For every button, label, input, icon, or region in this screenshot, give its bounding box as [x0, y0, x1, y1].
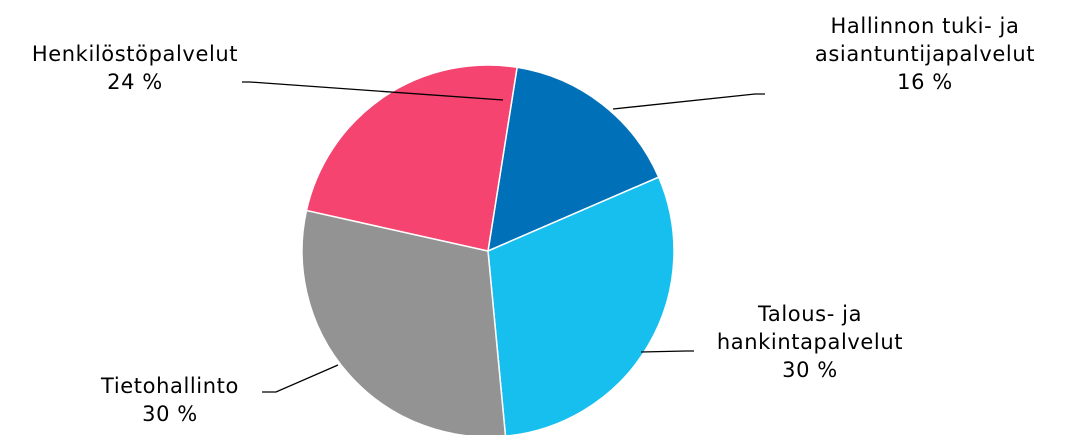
leader-line: [262, 364, 339, 393]
slice-label-line: Henkilöstöpalvelut: [31, 42, 239, 66]
pie-slice: [487, 176, 675, 435]
slice-label-tietohallinto: Tietohallinto 30 %: [80, 372, 260, 428]
slice-value-label: 24 %: [107, 70, 163, 94]
leader-lines: [242, 81, 765, 393]
leader-line: [640, 350, 694, 353]
leader-line: [242, 81, 504, 101]
slice-value-label: 30 %: [782, 358, 838, 382]
slice-label-henkilostopalvelut: Henkilöstöpalvelut 24 %: [4, 40, 266, 96]
slice-label-hallinnon-tuki: Hallinnon tuki- ja asiantuntijapalvelut …: [790, 12, 1060, 96]
slice-value-label: 16 %: [897, 70, 953, 94]
pie-slice: [301, 209, 507, 435]
pie-slice: [305, 64, 518, 252]
pie-slice: [487, 66, 660, 253]
slice-value-label: 30 %: [142, 402, 198, 426]
leader-line: [612, 93, 765, 110]
slice-label-line: hankintapalvelut: [716, 330, 904, 354]
slice-label-line: Hallinnon tuki- ja: [830, 14, 1020, 38]
slices-layer: [301, 64, 675, 435]
slice-label-line: Talous- ja: [757, 302, 863, 326]
slice-label-talous: Talous- ja hankintapalvelut 30 %: [690, 300, 930, 384]
slice-label-line: asiantuntijapalvelut: [814, 42, 1036, 66]
slice-label-line: Tietohallinto: [101, 374, 239, 398]
